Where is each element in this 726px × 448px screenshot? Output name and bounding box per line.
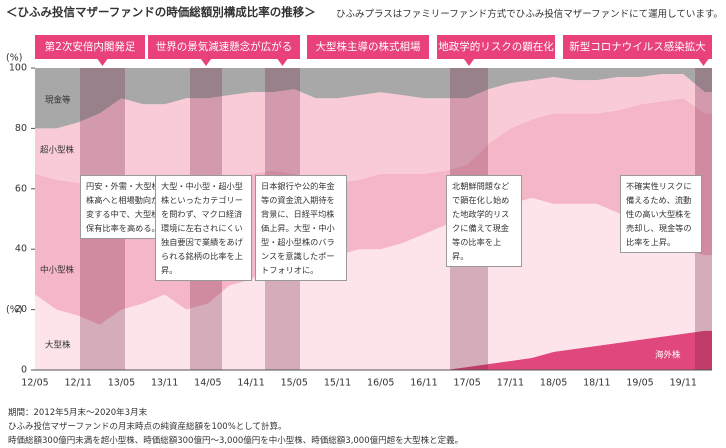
x-tick-label: 17/05 xyxy=(453,378,480,389)
annotation-text: 日本銀行や公的年金等の資金流入期待を背景に、日経平均株価上昇。大型・中小型・超小… xyxy=(255,175,347,281)
pointer xyxy=(277,59,288,66)
note: 時価総額300億円未満を超小型株、時価総額300億円～3,000億円を中小型株、… xyxy=(8,436,464,446)
y-tick-label: 20 xyxy=(15,304,27,315)
x-tick-label: 17/11 xyxy=(497,378,524,389)
series-label: 中小型株 xyxy=(40,265,75,276)
area xyxy=(35,197,712,370)
y-tick-label: 80 xyxy=(15,123,27,134)
chart-title: ＜ひふみ投信マザーファンドの時価総額別構成比率の推移＞ xyxy=(6,5,316,19)
x-tick-label: 14/11 xyxy=(237,378,264,389)
annotation-title: 大型株主導の株式相場 xyxy=(307,35,429,59)
x-tick-label: 14/05 xyxy=(194,378,221,389)
event-band xyxy=(695,68,712,370)
x-tick-label: 13/11 xyxy=(151,378,178,389)
series-label: 現金等 xyxy=(45,95,71,106)
x-tick-label: 18/05 xyxy=(540,378,567,389)
annotation-text: 北朝鮮問題などで顕在化し始めた地政学的リスクに備えて現金等の比率を上昇。 xyxy=(446,175,522,267)
area xyxy=(35,68,712,129)
x-tick-label: 12/11 xyxy=(65,378,92,389)
x-tick-label: 15/11 xyxy=(324,378,351,389)
area xyxy=(35,330,712,370)
pointer xyxy=(97,59,108,66)
pointer xyxy=(464,59,474,66)
annotation-text: 大型・中小型・超小型株といったカテゴリーを問わず、マクロ経済環境に左右されにくい… xyxy=(155,175,252,281)
annotation-title: 地政学的リスクの顕在化 xyxy=(437,35,555,59)
area xyxy=(35,74,712,204)
annotation-title: 新型コロナウイルス感染拡大 xyxy=(563,35,712,59)
note: 期間：2012年5月末～2020年3月末 xyxy=(8,408,148,418)
series-label: 超小型株 xyxy=(40,145,75,156)
y-tick-label: 40 xyxy=(15,244,27,255)
chart-subtitle: ひふみプラスはファミリーファンド方式でひふみ投信マザーファンドにて運用しています… xyxy=(336,9,723,20)
x-tick-label: 15/05 xyxy=(281,378,308,389)
annotation-title: 世界の景気減速懸念が広がる xyxy=(148,35,300,59)
y-tick-label: 60 xyxy=(15,183,27,194)
annotation-text: 不確実性リスクに備えるため、流動性の高い大型株を売却し、現金等の比率を上昇。 xyxy=(620,175,702,253)
x-tick-label: 19/11 xyxy=(670,378,697,389)
series-label: 海外株 xyxy=(655,350,681,361)
annotation-title: 第2次安倍内閣発足 xyxy=(35,35,145,59)
y-unit: (%) xyxy=(6,305,22,316)
y-tick-label: 100 xyxy=(9,63,27,74)
series-label: 大型株 xyxy=(45,340,71,351)
note: ひふみ投信マザーファンドの月末時点の純資産総額を100%として計算。 xyxy=(8,422,287,432)
pointer xyxy=(698,59,709,66)
x-tick-label: 13/05 xyxy=(108,378,135,389)
y-unit: (%) xyxy=(6,53,22,64)
x-tick-label: 19/05 xyxy=(626,378,653,389)
x-tick-label: 16/11 xyxy=(410,378,437,389)
y-tick-label: 0 xyxy=(21,365,27,376)
x-tick-label: 18/11 xyxy=(583,378,610,389)
x-tick-label: 16/05 xyxy=(367,378,394,389)
x-tick-label: 12/05 xyxy=(21,378,48,389)
pointer xyxy=(201,59,211,66)
